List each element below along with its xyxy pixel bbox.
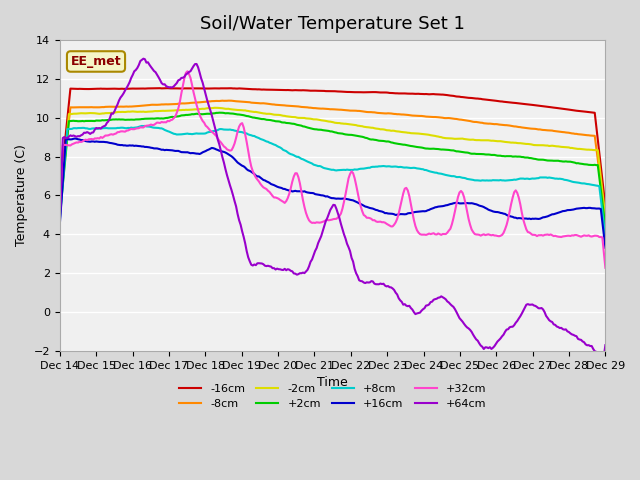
-16cm [238, 86, 246, 92]
+64cm [123, 85, 131, 91]
+16cm [56, 222, 63, 228]
-16cm [296, 87, 304, 93]
+32cm [573, 232, 580, 238]
+8cm [141, 123, 148, 129]
Line: -16cm: -16cm [60, 88, 605, 206]
+2cm [238, 112, 246, 118]
-16cm [123, 86, 131, 92]
Line: +2cm: +2cm [60, 113, 605, 227]
Line: +8cm: +8cm [60, 126, 605, 237]
-8cm [296, 104, 304, 109]
+16cm [124, 143, 132, 148]
+8cm [573, 180, 580, 185]
+32cm [296, 180, 304, 186]
+32cm [184, 69, 191, 74]
+2cm [217, 110, 225, 116]
+64cm [573, 333, 580, 339]
-8cm [238, 99, 246, 105]
Line: +32cm: +32cm [60, 72, 605, 268]
+32cm [248, 164, 255, 169]
+32cm [56, 210, 63, 216]
-16cm [220, 85, 228, 91]
-2cm [573, 146, 580, 152]
Legend: -16cm, -8cm, -2cm, +2cm, +8cm, +16cm, +32cm, +64cm: -16cm, -8cm, -2cm, +2cm, +8cm, +16cm, +3… [175, 379, 491, 414]
Line: -2cm: -2cm [60, 108, 605, 218]
+64cm [56, 221, 63, 227]
Y-axis label: Temperature (C): Temperature (C) [15, 144, 28, 246]
+64cm [600, 353, 608, 359]
-2cm [56, 210, 63, 216]
+2cm [602, 224, 609, 229]
+32cm [602, 265, 609, 271]
+16cm [62, 135, 70, 141]
Line: +16cm: +16cm [60, 138, 605, 248]
-16cm [573, 108, 580, 114]
+8cm [56, 217, 63, 223]
-8cm [602, 216, 609, 221]
+64cm [602, 342, 609, 348]
Line: -8cm: -8cm [60, 101, 605, 218]
-2cm [123, 109, 131, 115]
+64cm [238, 228, 246, 234]
-2cm [212, 105, 220, 111]
Title: Soil/Water Temperature Set 1: Soil/Water Temperature Set 1 [200, 15, 465, 33]
+2cm [123, 117, 131, 122]
+32cm [238, 120, 246, 126]
+8cm [248, 132, 255, 138]
Text: EE_met: EE_met [70, 55, 122, 68]
-2cm [602, 215, 609, 221]
+64cm [220, 160, 228, 166]
+8cm [238, 129, 246, 135]
+2cm [573, 160, 580, 166]
X-axis label: Time: Time [317, 376, 348, 389]
+64cm [248, 262, 255, 268]
+16cm [248, 169, 255, 175]
+32cm [123, 128, 131, 133]
+32cm [220, 144, 228, 149]
-8cm [226, 98, 234, 104]
+64cm [296, 270, 304, 276]
-8cm [56, 200, 63, 206]
-8cm [218, 98, 226, 104]
+2cm [248, 114, 255, 120]
+16cm [220, 149, 228, 155]
-16cm [248, 86, 255, 92]
-16cm [56, 190, 63, 195]
Line: +64cm: +64cm [60, 59, 605, 356]
+16cm [602, 245, 609, 251]
-2cm [248, 108, 255, 114]
+2cm [56, 214, 63, 219]
-2cm [296, 115, 304, 121]
+2cm [220, 110, 228, 116]
-2cm [220, 106, 228, 111]
-8cm [248, 100, 255, 106]
+2cm [296, 122, 304, 128]
+8cm [296, 155, 304, 161]
-8cm [573, 131, 580, 137]
-8cm [123, 104, 131, 109]
+64cm [140, 56, 147, 61]
+8cm [220, 127, 228, 132]
+16cm [238, 163, 246, 168]
+16cm [296, 189, 304, 194]
+8cm [602, 234, 609, 240]
-2cm [238, 108, 246, 113]
-16cm [164, 85, 172, 91]
+8cm [123, 125, 131, 131]
-16cm [602, 203, 609, 209]
+16cm [573, 206, 580, 212]
